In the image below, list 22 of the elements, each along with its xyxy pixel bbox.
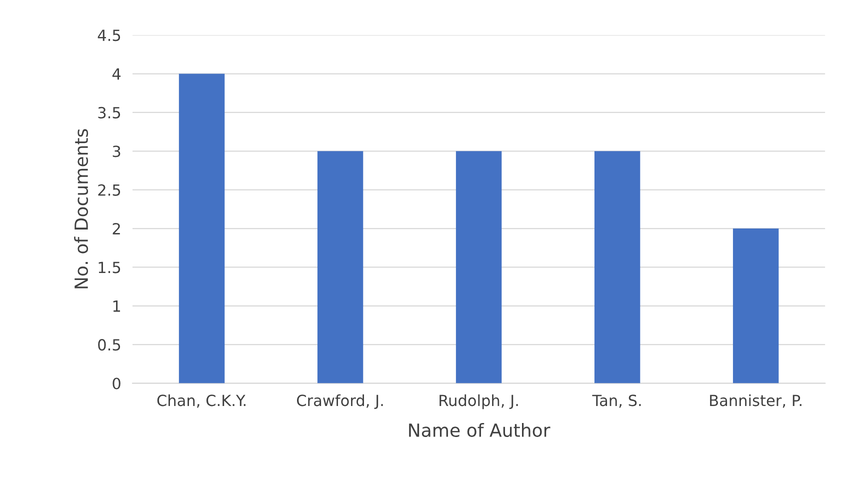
x-tick-label: Bannister, P. (710, 394, 802, 408)
y-tick-label: 0.5 (98, 339, 120, 351)
bar (594, 151, 640, 384)
x-axis-title: Name of Author (409, 423, 550, 438)
x-tick-label: Chan, C.K.Y. (157, 394, 246, 408)
y-tick-label: 3.5 (98, 106, 120, 118)
bar (178, 74, 225, 384)
bar (732, 228, 779, 384)
y-tick-label: 1 (113, 300, 120, 312)
x-tick-label: Tan, S. (592, 394, 641, 408)
y-tick-label: 2.5 (98, 184, 120, 196)
x-tick-label: Rudolph, J. (440, 394, 518, 410)
bar (456, 151, 502, 384)
y-tick-label: 4 (112, 68, 121, 80)
y-tick-label: 2 (112, 222, 120, 234)
bar (317, 151, 364, 384)
x-tick-label: Crawford, J. (296, 394, 383, 410)
y-tick-label: 0 (112, 378, 120, 390)
y-tick-label: 4.5 (98, 30, 120, 42)
y-tick-label: 1.5 (98, 262, 120, 274)
y-tick-label: 3 (112, 146, 120, 158)
y-axis-title: No. of Documents (74, 129, 88, 288)
